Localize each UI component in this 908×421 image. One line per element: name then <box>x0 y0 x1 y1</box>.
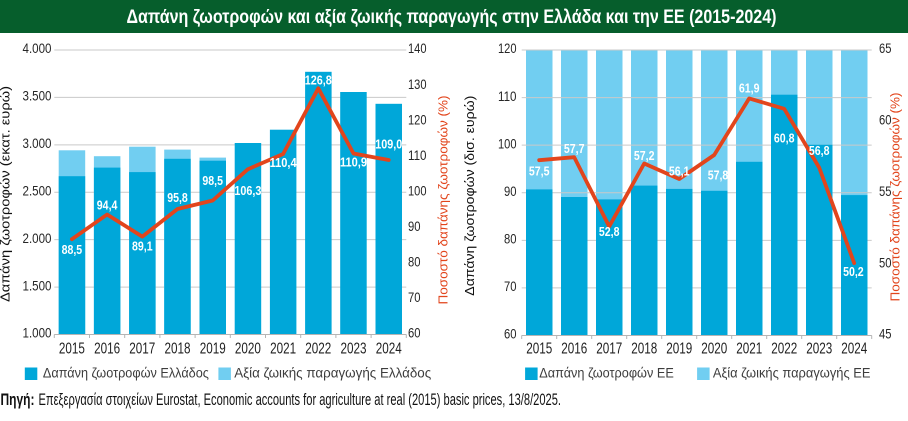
svg-text:2021: 2021 <box>736 341 762 358</box>
svg-text:Δαπάνη ζωοτροφών Ελλάδος: Δαπάνη ζωοτροφών Ελλάδος <box>43 365 209 381</box>
svg-text:1.500: 1.500 <box>23 278 52 293</box>
svg-text:52,8: 52,8 <box>599 225 620 239</box>
svg-text:110,4: 110,4 <box>270 156 297 170</box>
svg-text:2022: 2022 <box>305 341 331 358</box>
svg-text:2019: 2019 <box>666 341 692 358</box>
svg-text:2015: 2015 <box>526 341 552 358</box>
svg-text:126,8: 126,8 <box>305 74 332 88</box>
svg-text:Δαπάνη ζωοτροφών και αξία ζωικ: Δαπάνη ζωοτροφών και αξία ζωικής παραγωγ… <box>127 7 777 28</box>
svg-text:120: 120 <box>498 41 517 56</box>
svg-text:57,8: 57,8 <box>708 169 729 183</box>
svg-text:2018: 2018 <box>165 341 191 358</box>
svg-text:90: 90 <box>504 184 517 199</box>
svg-text:2021: 2021 <box>270 341 296 358</box>
svg-text:4.000: 4.000 <box>23 41 52 56</box>
svg-text:65: 65 <box>879 41 892 56</box>
svg-text:2022: 2022 <box>771 341 797 358</box>
svg-text:60: 60 <box>879 113 892 128</box>
svg-text:70: 70 <box>504 279 517 294</box>
svg-text:2020: 2020 <box>235 341 261 358</box>
svg-text:2024: 2024 <box>841 341 867 358</box>
svg-text:2024: 2024 <box>376 341 402 358</box>
svg-text:56,8: 56,8 <box>809 144 830 158</box>
svg-text:Επεξεργασία στοιχείων Eurostat: Επεξεργασία στοιχείων Eurostat, Economic… <box>39 390 562 409</box>
svg-text:45: 45 <box>879 327 892 342</box>
svg-text:57,5: 57,5 <box>529 165 550 179</box>
svg-text:89,1: 89,1 <box>132 240 153 254</box>
svg-text:140: 140 <box>408 41 427 56</box>
svg-text:2019: 2019 <box>200 341 226 358</box>
svg-text:2023: 2023 <box>806 341 832 358</box>
svg-text:98,5: 98,5 <box>202 174 223 188</box>
svg-text:Πηγή:: Πηγή: <box>1 390 35 409</box>
svg-text:Δαπάνη ζωοτροφών (δισ. ευρώ): Δαπάνη ζωοτροφών (δισ. ευρώ) <box>463 96 477 296</box>
svg-text:106,3: 106,3 <box>234 184 261 198</box>
svg-text:50,2: 50,2 <box>843 265 864 279</box>
svg-text:130: 130 <box>408 77 427 92</box>
svg-text:110: 110 <box>408 148 427 163</box>
svg-text:80: 80 <box>408 255 421 270</box>
svg-text:2015: 2015 <box>59 341 85 358</box>
svg-text:57,7: 57,7 <box>564 142 585 156</box>
svg-text:120: 120 <box>408 112 427 127</box>
svg-text:Ποσοστό δαπάνης ζωοτροφών (%): Ποσοστό δαπάνης ζωοτροφών (%) <box>437 96 451 305</box>
svg-text:109,0: 109,0 <box>375 138 402 152</box>
svg-text:95,8: 95,8 <box>167 191 188 205</box>
svg-text:110,9: 110,9 <box>340 156 367 170</box>
svg-text:70: 70 <box>408 290 421 305</box>
svg-text:2017: 2017 <box>596 341 622 358</box>
svg-text:100: 100 <box>498 136 517 151</box>
svg-text:Δαπάνη ζωοτροφών ΕΕ: Δαπάνη ζωοτροφών ΕΕ <box>539 365 674 381</box>
svg-text:61,9: 61,9 <box>739 82 760 96</box>
svg-text:Αξία ζωικής παραγωγής ΕΕ: Αξία ζωικής παραγωγής ΕΕ <box>713 365 871 381</box>
svg-text:3.000: 3.000 <box>23 136 52 151</box>
svg-text:94,4: 94,4 <box>97 199 118 213</box>
svg-text:2016: 2016 <box>94 341 120 358</box>
svg-text:2018: 2018 <box>631 341 657 358</box>
svg-text:Ποσοστό δαπάνης ζωοτροφών (%): Ποσοστό δαπάνης ζωοτροφών (%) <box>889 93 903 302</box>
svg-text:2017: 2017 <box>129 341 155 358</box>
svg-text:Αξία ζωικής παραγωγής Ελλάδος: Αξία ζωικής παραγωγής Ελλάδος <box>234 365 431 381</box>
svg-text:90: 90 <box>408 219 421 234</box>
svg-text:80: 80 <box>504 232 517 247</box>
svg-text:2.500: 2.500 <box>23 183 52 198</box>
svg-text:60: 60 <box>504 327 517 342</box>
svg-text:2020: 2020 <box>701 341 727 358</box>
svg-text:55: 55 <box>879 184 892 199</box>
svg-text:50: 50 <box>879 255 892 270</box>
svg-text:Δαπάνη ζωοτροφών (εκατ. ευρώ): Δαπάνη ζωοτροφών (εκατ. ευρώ) <box>0 86 13 302</box>
svg-text:3.500: 3.500 <box>23 89 52 104</box>
svg-text:60: 60 <box>408 326 421 341</box>
svg-text:56,1: 56,1 <box>669 165 690 179</box>
svg-text:88,5: 88,5 <box>62 243 83 257</box>
svg-text:60,8: 60,8 <box>774 132 795 146</box>
svg-text:100: 100 <box>408 183 427 198</box>
svg-text:1.000: 1.000 <box>23 326 52 341</box>
svg-text:57,2: 57,2 <box>634 149 655 163</box>
svg-text:110: 110 <box>498 89 517 104</box>
svg-text:2016: 2016 <box>561 341 587 358</box>
svg-text:2.000: 2.000 <box>23 231 52 246</box>
svg-text:2023: 2023 <box>341 341 367 358</box>
